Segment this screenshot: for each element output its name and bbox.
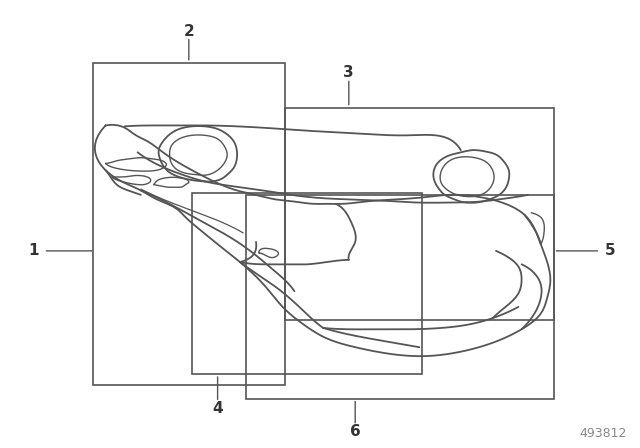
Bar	[93, 63, 285, 385]
Text: 6: 6	[350, 424, 360, 439]
Text: 2: 2	[184, 24, 194, 39]
Text: 5: 5	[605, 243, 615, 258]
Text: 1: 1	[28, 243, 38, 258]
Text: 4: 4	[212, 401, 223, 416]
Text: 3: 3	[344, 65, 354, 80]
Text: 493812: 493812	[580, 427, 627, 440]
Bar	[285, 108, 554, 320]
Bar	[246, 195, 554, 399]
